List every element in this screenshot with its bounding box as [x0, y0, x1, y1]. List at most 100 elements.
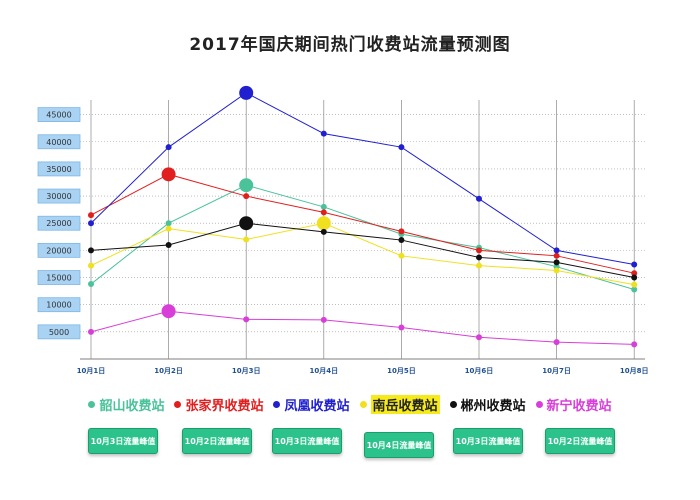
- legend-marker: [449, 401, 457, 408]
- data-point: [553, 247, 560, 254]
- series-1: [88, 167, 638, 277]
- data-point: [243, 316, 250, 323]
- y-tick-text: 35000: [46, 165, 71, 174]
- data-point: [476, 254, 482, 261]
- peak-point: [239, 85, 254, 100]
- x-axis: 10月1日 10月2日 10月3日 10月4日 10月5日 10月6日 10月7日 10月8日: [77, 367, 649, 375]
- y-tick-text: 5000: [49, 328, 69, 337]
- legend-label: 南岳收费站: [370, 395, 440, 414]
- legend-item: 新宁收费站: [535, 395, 612, 414]
- legend-label: 韶山收费站: [99, 399, 165, 414]
- data-point: [631, 286, 638, 293]
- data-point: [320, 316, 327, 323]
- data-point: [631, 270, 638, 277]
- legend-item: 凤凰收费站: [273, 395, 350, 414]
- x-tick-label: 10月5日: [387, 367, 416, 375]
- y-tick-label: 35000: [37, 161, 81, 177]
- data-point: [320, 209, 327, 216]
- series-4: [88, 216, 638, 281]
- legend-label: 新宁收费站: [546, 399, 612, 414]
- data-point: [631, 261, 638, 268]
- x-tick-label: 10月2日: [154, 367, 183, 375]
- legend-label: 张家界收费站: [185, 399, 264, 414]
- y-tick-text: 20000: [46, 246, 71, 255]
- series-line: [90, 184, 635, 290]
- data-point: [320, 203, 327, 210]
- data-point: [165, 225, 172, 232]
- peak-button[interactable]: 10月3日流量峰值: [88, 428, 158, 454]
- x-tick-label: 10月8日: [620, 367, 649, 375]
- peak-point: [239, 178, 254, 193]
- peak-button[interactable]: 10月3日流量峰值: [272, 428, 342, 454]
- data-point: [553, 339, 560, 346]
- y-tick-text: 10000: [46, 301, 71, 310]
- data-point: [398, 228, 405, 235]
- series-5: [88, 304, 638, 348]
- y-tick-text: 40000: [46, 138, 71, 147]
- y-tick-label: 20000: [37, 242, 81, 258]
- data-point: [88, 328, 94, 335]
- legend-label: 凤凰收费站: [284, 399, 350, 414]
- data-point: [88, 281, 94, 288]
- legend-marker: [359, 401, 367, 408]
- y-tick-label: 30000: [37, 188, 81, 204]
- series-line: [90, 173, 635, 274]
- data-point: [476, 195, 482, 202]
- series-line: [90, 222, 635, 279]
- data-point: [631, 341, 638, 348]
- x-tick-label: 10月3日: [232, 367, 261, 375]
- chart-title: 2017年国庆期间热门收费站流量预测图: [189, 35, 511, 55]
- y-tick-label: 25000: [37, 215, 81, 231]
- legend-item: 张家界收费站: [174, 395, 263, 414]
- data-point: [88, 247, 94, 254]
- x-tick-label: 10月6日: [465, 367, 494, 375]
- series-layer: [88, 85, 638, 348]
- peak-point: [161, 167, 176, 182]
- peak-point: [161, 304, 176, 319]
- data-point: [88, 262, 94, 269]
- legend-marker: [88, 401, 96, 408]
- data-point: [320, 228, 327, 235]
- data-point: [476, 262, 482, 269]
- peak-button[interactable]: 10月2日流量峰值: [182, 428, 252, 454]
- y-tick-label: 5000: [37, 324, 81, 340]
- x-tick-label: 10月1日: [77, 367, 106, 375]
- legend: 韶山收费站 张家界收费站 凤凰收费站 南岳收费站 郴州收费站 新宁收费站: [0, 395, 700, 414]
- y-tick-label: 40000: [37, 134, 81, 150]
- data-point: [398, 237, 405, 244]
- peak-button[interactable]: 10月3日流量峰值: [453, 428, 523, 454]
- data-point: [165, 220, 172, 227]
- data-point: [165, 144, 172, 151]
- y-tick-text: 30000: [46, 192, 71, 201]
- peak-button[interactable]: 10月2日流量峰值: [545, 428, 615, 454]
- peak-button[interactable]: 10月4日流量峰值: [364, 432, 434, 458]
- series-2: [88, 85, 638, 268]
- legend-marker: [174, 401, 182, 408]
- data-point: [398, 144, 405, 151]
- series-line: [90, 222, 635, 286]
- y-tick-text: 25000: [46, 219, 71, 228]
- series-line: [90, 92, 635, 265]
- y-tick-text: 15000: [46, 274, 71, 283]
- x-tick-label: 10月4日: [309, 367, 338, 375]
- data-point: [553, 252, 560, 259]
- y-tick-label: 10000: [37, 297, 81, 313]
- peak-point: [316, 216, 331, 231]
- data-point: [88, 212, 94, 219]
- series-0: [88, 178, 638, 293]
- data-point: [631, 274, 638, 281]
- legend-marker: [273, 401, 281, 408]
- data-point: [553, 259, 560, 266]
- series-3: [88, 216, 638, 288]
- y-axis: 5000 10000 15000 20000 25000 30000 35000 40000 4…: [37, 107, 81, 340]
- legend-marker: [535, 401, 543, 408]
- x-tick-label: 10月7日: [542, 367, 571, 375]
- series-line: [90, 310, 635, 345]
- y-tick-label: 45000: [37, 107, 81, 122]
- data-point: [631, 281, 638, 288]
- peak-point: [239, 216, 254, 231]
- y-tick-text: 45000: [46, 111, 71, 120]
- y-tick-label: 15000: [37, 270, 81, 285]
- legend-item: 南岳收费站: [359, 395, 440, 414]
